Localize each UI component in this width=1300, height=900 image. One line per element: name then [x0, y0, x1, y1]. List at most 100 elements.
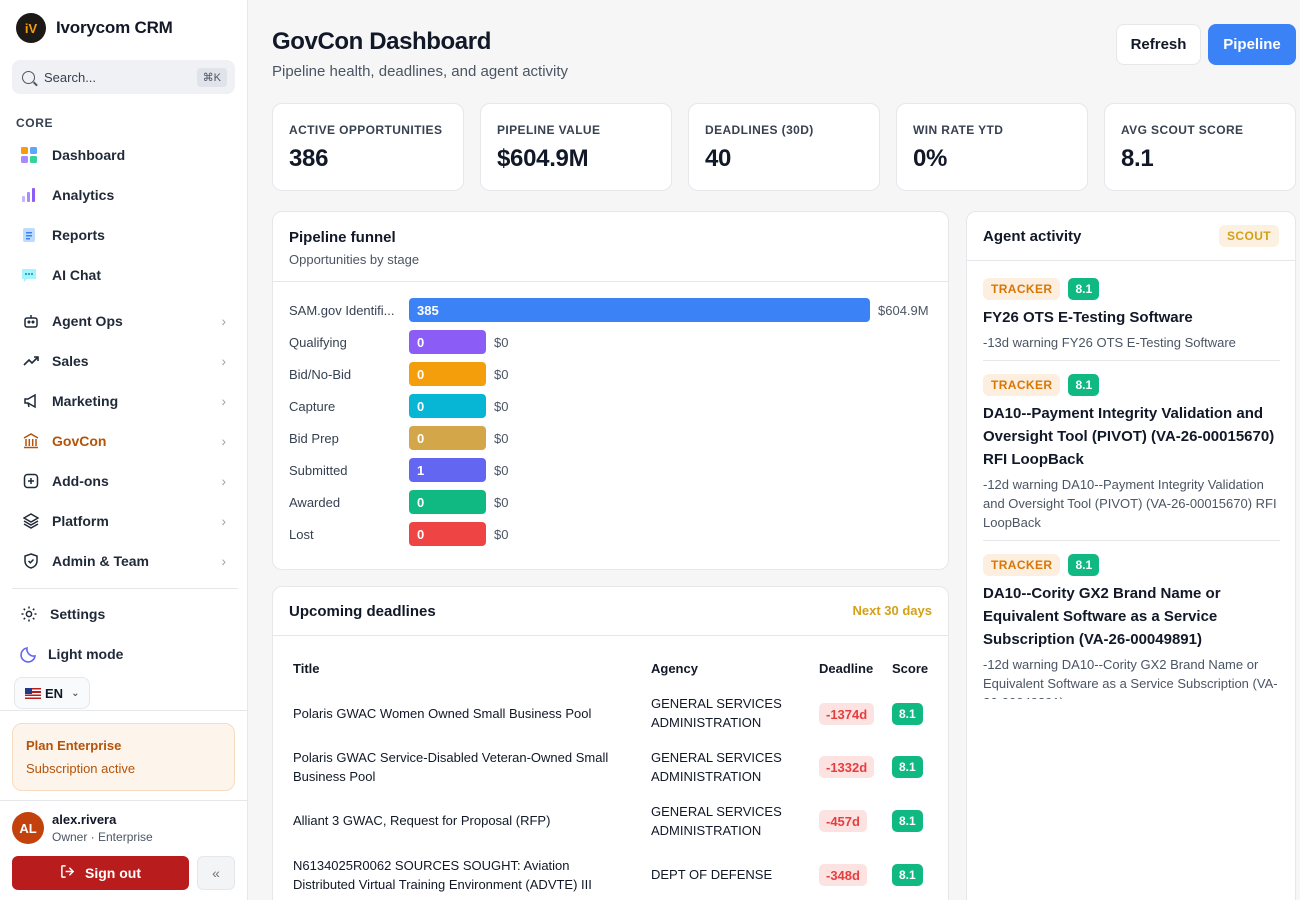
- robot-icon: [22, 312, 40, 330]
- funnel-row[interactable]: Lost 0 $0: [289, 522, 939, 546]
- activity-item[interactable]: TRACKER 8.1 FY26 OTS E-Testing Software …: [983, 278, 1280, 352]
- funnel-row[interactable]: Capture 0 $0: [289, 394, 939, 418]
- funnel-bar[interactable]: 1: [409, 458, 486, 482]
- search-input[interactable]: Search... ⌘K: [12, 60, 235, 94]
- deadline-days-badge: -1374d: [819, 703, 875, 725]
- funnel-bar[interactable]: 0: [409, 426, 486, 450]
- funnel-bar[interactable]: 0: [409, 394, 486, 418]
- sidebar-item-platform[interactable]: Platform ›: [12, 504, 236, 538]
- settings-button[interactable]: Settings: [12, 597, 236, 631]
- user-profile[interactable]: AL alex.rivera Owner · Enterprise: [12, 812, 153, 844]
- sidebar: iV Ivorycom CRM Search... ⌘K CORE Dashbo…: [0, 0, 248, 900]
- sidebar-item-agent-ops[interactable]: Agent Ops ›: [12, 304, 236, 338]
- search-placeholder: Search...: [44, 69, 97, 85]
- activity-item-desc: -12d warning DA10--Cority GX2 Brand Name…: [983, 657, 1278, 699]
- funnel-stage-value: $0: [494, 398, 509, 414]
- funnel-bar[interactable]: 0: [409, 522, 486, 546]
- funnel-row[interactable]: SAM.gov Identifi... 385 $604.9M: [289, 298, 939, 322]
- deadline-title: Polaris GWAC Service-Disabled Veteran-Ow…: [293, 750, 609, 784]
- sidebar-item-dashboard[interactable]: Dashboard: [12, 138, 236, 172]
- funnel-stage-value: $0: [494, 430, 509, 446]
- table-row[interactable]: Polaris GWAC Service-Disabled Veteran-Ow…: [273, 742, 950, 796]
- column-header-title[interactable]: Title: [293, 661, 320, 676]
- funnel-stage-label: Submitted: [289, 462, 348, 478]
- funnel-row[interactable]: Bid Prep 0 $0: [289, 426, 939, 450]
- activity-item[interactable]: TRACKER 8.1 DA10--Payment Integrity Vali…: [983, 374, 1280, 532]
- funnel-bar[interactable]: 0: [409, 490, 486, 514]
- logout-icon: [60, 864, 75, 882]
- funnel-stage-label: Qualifying: [289, 334, 347, 350]
- grid-icon: [20, 146, 38, 164]
- bank-icon: [22, 432, 40, 450]
- sidebar-item-reports[interactable]: Reports: [12, 218, 236, 252]
- language-select[interactable]: EN ⌄: [14, 677, 91, 709]
- chevron-right-icon: ›: [221, 553, 226, 569]
- pipeline-funnel-card: Pipeline funnel Opportunities by stage S…: [272, 211, 949, 570]
- table-row[interactable]: Alliant 3 GWAC, Request for Proposal (RF…: [273, 796, 950, 850]
- table-row[interactable]: Polaris GWAC Women Owned Small Business …: [273, 688, 950, 742]
- activity-header: Agent activity SCOUT: [967, 212, 1295, 261]
- funnel-row[interactable]: Qualifying 0 $0: [289, 330, 939, 354]
- sidebar-item-label: AI Chat: [52, 267, 101, 283]
- column-header-score[interactable]: Score: [892, 661, 929, 676]
- funnel-title: Pipeline funnel: [289, 229, 396, 246]
- activity-item-desc: -12d warning DA10--Payment Integrity Val…: [983, 477, 1277, 530]
- kpi-active-opportunities: ACTIVE OPPORTUNITIES 386: [272, 103, 464, 191]
- funnel-row[interactable]: Bid/No-Bid 0 $0: [289, 362, 939, 386]
- brand-logo-icon: iV: [16, 13, 46, 43]
- kpi-pipeline-value: PIPELINE VALUE $604.9M: [480, 103, 672, 191]
- funnel-bar[interactable]: 0: [409, 362, 486, 386]
- brand[interactable]: iV Ivorycom CRM: [16, 13, 173, 43]
- sidebar-item-admin-team[interactable]: Admin & Team ›: [12, 544, 236, 578]
- deadline-agency: GENERAL SERVICES ADMINISTRATION: [651, 804, 782, 838]
- kpi-value: 386: [289, 145, 329, 172]
- table-row[interactable]: N6134025R0062 SOURCES SOUGHT: Aviation D…: [273, 850, 950, 900]
- funnel-bar[interactable]: 385: [409, 298, 870, 322]
- tracker-badge: TRACKER: [983, 278, 1061, 300]
- sidebar-item-sales[interactable]: Sales ›: [12, 344, 236, 378]
- brand-name: Ivorycom CRM: [56, 18, 173, 37]
- kpi-label: DEADLINES (30D): [705, 123, 814, 137]
- sign-out-button[interactable]: Sign out: [12, 856, 189, 890]
- settings-label: Settings: [50, 606, 106, 622]
- bar-chart-icon: [20, 186, 38, 204]
- plan-card[interactable]: Plan Enterprise Subscription active: [12, 723, 235, 791]
- sidebar-item-govcon[interactable]: GovCon ›: [12, 424, 236, 458]
- sidebar-item-ai-chat[interactable]: AI Chat: [12, 258, 236, 292]
- plan-status: Subscription active: [26, 761, 136, 776]
- chat-icon: [20, 266, 38, 284]
- column-header-agency[interactable]: Agency: [651, 661, 698, 676]
- sidebar-item-label: Platform: [52, 513, 109, 529]
- deadline-title: Polaris GWAC Women Owned Small Business …: [293, 706, 592, 721]
- tracker-badge: TRACKER: [983, 374, 1061, 396]
- funnel-row[interactable]: Submitted 1 $0: [289, 458, 939, 482]
- funnel-stage-label: Bid/No-Bid: [289, 366, 352, 382]
- kpi-deadlines-30d: DEADLINES (30D) 40: [688, 103, 880, 191]
- sidebar-item-marketing[interactable]: Marketing ›: [12, 384, 236, 418]
- chevron-right-icon: ›: [221, 313, 226, 329]
- funnel-bar[interactable]: 0: [409, 330, 486, 354]
- activity-item[interactable]: TRACKER 8.1 DA10--Cority GX2 Brand Name …: [983, 554, 1280, 699]
- funnel-stage-label: Capture: [289, 398, 336, 414]
- sidebar-item-analytics[interactable]: Analytics: [12, 178, 236, 212]
- theme-toggle[interactable]: Light mode: [12, 637, 236, 671]
- activity-item-desc: -13d warning FY26 OTS E-Testing Software: [983, 335, 1236, 350]
- collapse-sidebar-button[interactable]: «: [197, 856, 235, 890]
- funnel-stage-label: SAM.gov Identifi...: [289, 302, 395, 318]
- column-header-deadline[interactable]: Deadline: [819, 661, 874, 676]
- sidebar-item-add-ons[interactable]: Add-ons ›: [12, 464, 236, 498]
- kpi-label: AVG SCOUT SCORE: [1121, 123, 1244, 137]
- funnel-stage-value: $0: [494, 494, 509, 510]
- funnel-header: Pipeline funnel Opportunities by stage: [273, 212, 948, 282]
- agent-activity-card: Agent activity SCOUT TRACKER 8.1 FY26 OT…: [966, 211, 1296, 900]
- refresh-button[interactable]: Refresh: [1116, 24, 1201, 65]
- theme-label: Light mode: [48, 646, 124, 662]
- tracker-badge: TRACKER: [983, 554, 1061, 576]
- scout-badge[interactable]: SCOUT: [1219, 225, 1279, 247]
- deadlines-range[interactable]: Next 30 days: [852, 603, 933, 618]
- activity-item-title: DA10--Cority GX2 Brand Name or Equivalen…: [983, 585, 1221, 648]
- chevron-down-icon: ⌄: [71, 687, 80, 699]
- funnel-row[interactable]: Awarded 0 $0: [289, 490, 939, 514]
- deadlines-title: Upcoming deadlines: [289, 603, 436, 620]
- pipeline-button[interactable]: Pipeline: [1208, 24, 1296, 65]
